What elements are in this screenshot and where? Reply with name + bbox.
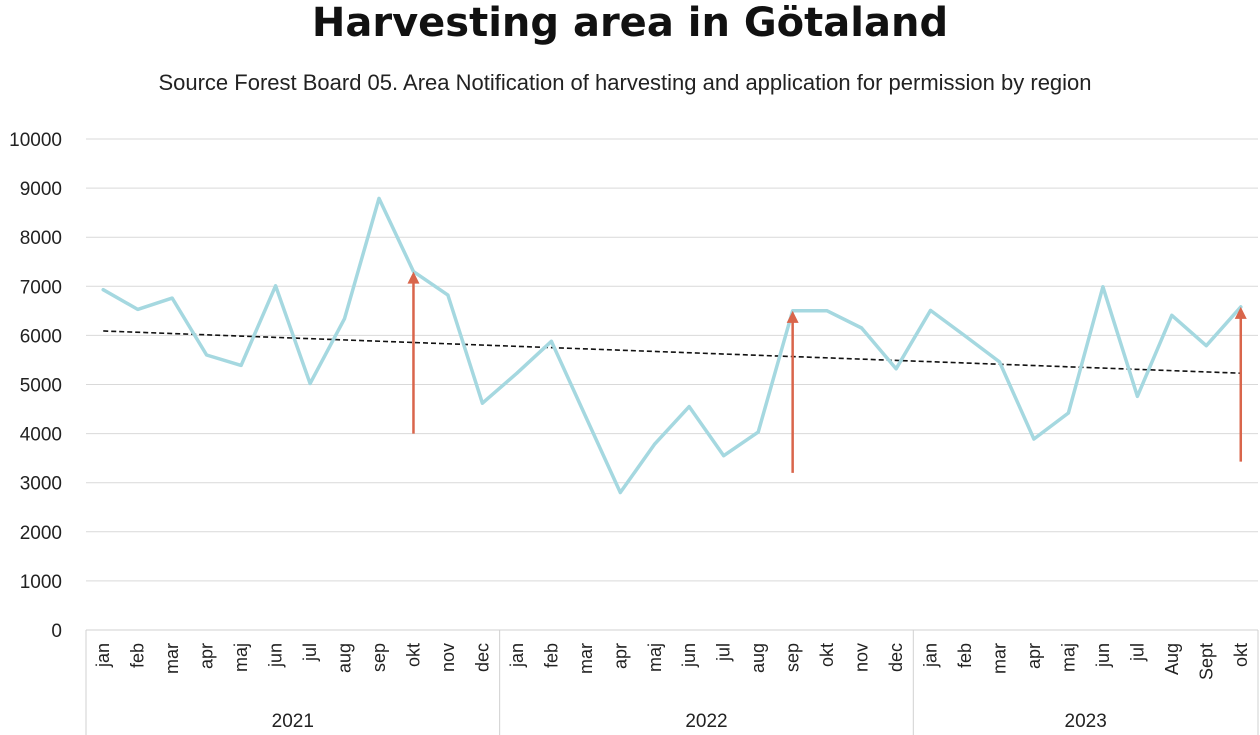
data-point-8	[377, 196, 381, 200]
x-tick-label-2: mar	[162, 643, 182, 674]
x-tick-label-18: jul	[714, 643, 734, 662]
x-tick-label-31: Aug	[1162, 643, 1182, 675]
arrow-head-1	[786, 310, 799, 323]
y-tick-label-7000: 7000	[20, 277, 62, 298]
data-point-12	[515, 371, 519, 375]
x-tick-label-21: okt	[817, 643, 837, 667]
data-point-30	[1135, 394, 1139, 398]
y-tick-label-9000: 9000	[20, 179, 62, 200]
data-point-29	[1101, 285, 1105, 289]
year-label-2023: 2023	[1065, 711, 1107, 732]
x-tick-label-1: feb	[128, 643, 148, 668]
data-point-11	[480, 401, 484, 405]
x-tick-label-19: aug	[748, 643, 768, 673]
arrow-head-0	[407, 271, 420, 284]
data-point-17	[687, 405, 691, 409]
y-tick-label-2000: 2000	[20, 523, 62, 544]
trendline-group	[103, 330, 1241, 375]
y-tick-label-0: 0	[51, 621, 62, 642]
y-axis: 0 1000 2000 3000 4000 5000 6000 7000 8000 9000 100…	[9, 130, 62, 642]
x-tick-label-14: mar	[576, 643, 596, 674]
x-tick-label-33: okt	[1231, 643, 1251, 667]
x-tick-label-9: okt	[403, 643, 423, 667]
data-point-2	[170, 296, 174, 300]
data-point-3	[205, 353, 209, 357]
data-point-0	[101, 288, 105, 292]
x-tick-label-26: mar	[989, 643, 1009, 674]
x-tick-label-20: sep	[783, 643, 803, 672]
y-tick-label-6000: 6000	[20, 326, 62, 347]
data-point-24	[929, 308, 933, 312]
x-tick-label-3: apr	[197, 643, 217, 669]
x-tick-label-25: feb	[955, 643, 975, 668]
data-point-16	[653, 442, 657, 446]
x-tick-label-8: sep	[369, 643, 389, 672]
y-tick-label-4000: 4000	[20, 425, 62, 446]
x-tick-label-11: dec	[472, 643, 492, 672]
y-tick-label-8000: 8000	[20, 228, 62, 249]
data-point-15	[618, 491, 622, 495]
chart-subtitle: Source Forest Board 05. Area Notificatio…	[158, 70, 1092, 95]
data-point-14	[584, 415, 588, 419]
chart-title: Harvesting area in Götaland	[311, 0, 949, 46]
series-group	[101, 196, 1243, 495]
x-tick-label-24: jan	[921, 643, 941, 668]
y-tick-label-3000: 3000	[20, 474, 62, 495]
series-line-0	[101, 196, 1243, 495]
arrow-annotations	[407, 271, 1247, 473]
x-tick-label-5: jun	[266, 643, 286, 668]
arrow-head-2	[1234, 306, 1247, 319]
x-tick-label-6: jul	[300, 643, 320, 662]
x-tick-label-0: jan	[93, 643, 113, 668]
data-point-7	[343, 317, 347, 321]
x-tick-label-17: jun	[679, 643, 699, 668]
year-label-2021: 2021	[272, 711, 314, 732]
data-point-25	[963, 334, 967, 338]
x-tick-label-16: maj	[645, 643, 665, 672]
x-tick-label-7: aug	[335, 643, 355, 673]
data-point-19	[756, 430, 760, 434]
year-label-2022: 2022	[685, 711, 727, 732]
data-point-18	[722, 454, 726, 458]
x-tick-label-27: apr	[1024, 643, 1044, 669]
x-tick-label-12: jan	[507, 643, 527, 668]
x-axis: jan feb mar apr maj jun jul aug sep okt nov dec jan f…	[85, 629, 1259, 735]
data-point-1	[136, 307, 140, 311]
x-tick-label-13: feb	[541, 643, 561, 668]
data-point-13	[549, 339, 553, 343]
data-point-28	[1066, 411, 1070, 415]
y-tick-label-1000: 1000	[20, 572, 62, 593]
data-point-23	[894, 367, 898, 371]
x-tick-label-15: apr	[610, 643, 630, 669]
data-point-26	[997, 360, 1001, 364]
x-tick-label-29: jun	[1093, 643, 1113, 668]
y-tick-label-5000: 5000	[20, 376, 62, 397]
trendline	[103, 330, 1241, 375]
data-point-31	[1170, 313, 1174, 317]
data-point-5	[274, 284, 278, 288]
data-point-32	[1204, 344, 1208, 348]
data-point-10	[446, 293, 450, 297]
x-tick-label-23: dec	[886, 643, 906, 672]
data-point-27	[1032, 437, 1036, 441]
data-point-21	[825, 309, 829, 313]
data-point-22	[860, 326, 864, 330]
x-tick-label-28: maj	[1058, 643, 1078, 672]
x-tick-label-32: Sept	[1196, 643, 1216, 680]
x-tick-label-10: nov	[438, 643, 458, 672]
x-tick-label-22: nov	[852, 643, 872, 672]
x-tick-label-4: maj	[231, 643, 251, 672]
x-tick-label-30: jul	[1127, 643, 1147, 662]
y-tick-label-10000: 10000	[9, 130, 62, 151]
data-point-4	[239, 363, 243, 367]
data-point-6	[308, 382, 312, 386]
gridlines	[86, 138, 1258, 582]
